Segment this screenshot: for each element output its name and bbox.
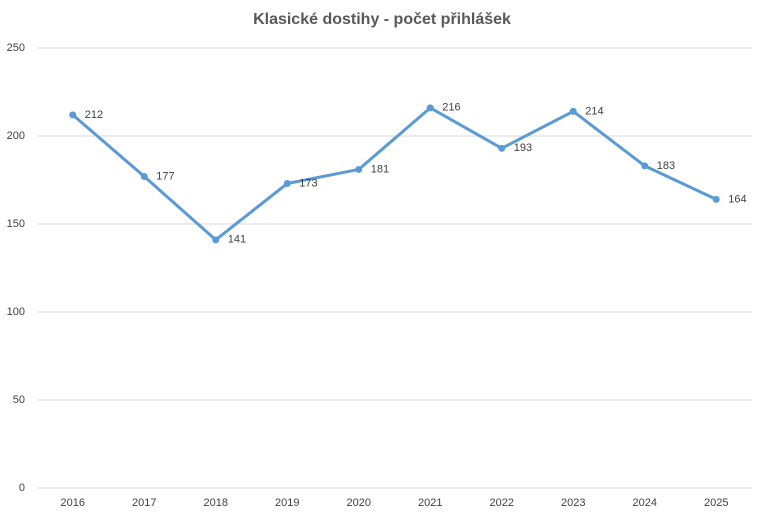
- x-tick-label: 2022: [490, 497, 514, 509]
- data-label: 181: [371, 163, 389, 175]
- data-label: 212: [85, 109, 103, 121]
- data-line: [71, 106, 717, 242]
- data-point: [426, 104, 434, 112]
- data-label: 177: [156, 170, 174, 182]
- y-tick-label: 50: [13, 394, 25, 406]
- x-tick-label: 2024: [633, 497, 657, 509]
- data-point: [498, 144, 506, 152]
- x-tick-label: 2017: [132, 497, 156, 509]
- data-label: 173: [299, 177, 317, 189]
- data-point: [212, 236, 220, 244]
- data-point: [712, 195, 720, 203]
- x-tick-label: 2019: [275, 497, 299, 509]
- y-tick-label: 100: [7, 306, 25, 318]
- data-point: [140, 172, 148, 180]
- y-tick-label: 0: [19, 482, 25, 494]
- data-point: [69, 111, 77, 119]
- x-tick-label: 2018: [204, 497, 228, 509]
- data-label: 164: [728, 193, 746, 205]
- x-tick-label: 2016: [61, 497, 85, 509]
- x-tick-label: 2021: [418, 497, 442, 509]
- x-tick-label: 2023: [561, 497, 585, 509]
- data-point: [569, 107, 577, 115]
- data-point: [283, 180, 291, 188]
- data-point: [641, 162, 649, 170]
- chart-title: Klasické dostihy - počet přihlášek: [253, 11, 511, 28]
- y-tick-label: 250: [7, 42, 25, 54]
- x-tick-label: 2025: [704, 497, 728, 509]
- data-label: 193: [514, 142, 532, 154]
- x-tick-label: 2020: [347, 497, 371, 509]
- y-tick-label: 150: [7, 218, 25, 230]
- data-point: [355, 165, 363, 173]
- data-label: 214: [585, 105, 603, 117]
- data-label: 141: [228, 234, 246, 246]
- data-label: 216: [442, 102, 460, 114]
- data-label: 183: [657, 160, 675, 172]
- y-tick-label: 200: [7, 130, 25, 142]
